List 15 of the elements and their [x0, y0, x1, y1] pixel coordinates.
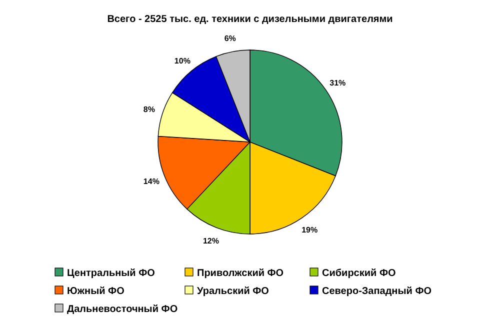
legend-label: Уральский ФО	[197, 286, 270, 297]
data-label: 6%	[224, 34, 236, 43]
legend-label: Центральный ФО	[67, 268, 156, 279]
data-label: 8%	[143, 105, 155, 114]
data-label: 12%	[202, 236, 219, 246]
data-label: 31%	[330, 78, 346, 88]
data-label: 10%	[174, 56, 190, 66]
legend-label: Южный ФО	[67, 286, 125, 297]
data-label: 19%	[302, 226, 318, 235]
legend-label: Северо-Западный ФО	[322, 286, 432, 297]
legend-label: Дальневосточный ФО	[67, 304, 178, 315]
chart-title: Всего - 2525 тыс. ед. техники с дизельными двигателями	[107, 14, 393, 25]
legend-label: Приволжский ФО	[197, 268, 284, 279]
legend-label: Сибирский ФО	[322, 268, 396, 279]
data-label: 14%	[143, 177, 160, 186]
